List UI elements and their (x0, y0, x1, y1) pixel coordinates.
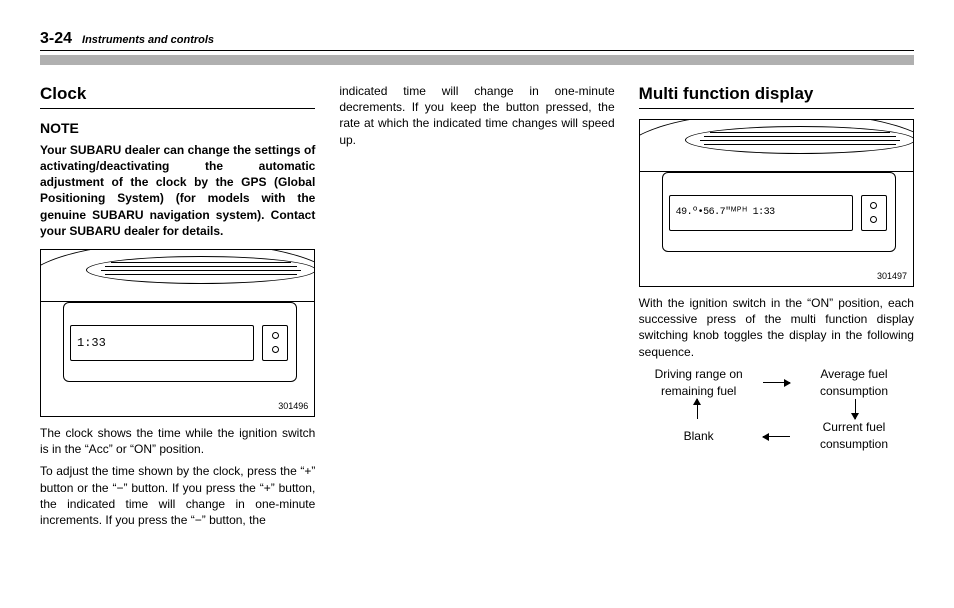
figure-mfd: 49.º•56.7″ᴹᴾᴴ 1:33 301497 (639, 119, 914, 287)
column-3: Multi function display 49.º•56.7″ᴹᴾᴴ 1:3… (639, 83, 914, 534)
section-title-clock: Clock (40, 83, 315, 109)
mfd-screen-text: 49.º•56.7″ᴹᴾᴴ 1:33 (676, 206, 775, 220)
figure-caption: 301496 (41, 400, 314, 416)
column-2: indicated time will change in one-minute… (339, 83, 614, 534)
page-header: 3-24 Instruments and controls (40, 30, 914, 51)
content-columns: Clock NOTE Your SUBARU dealer can change… (40, 83, 914, 534)
clock-plus-button-icon (272, 332, 279, 339)
clock-time-text: 1:33 (77, 335, 106, 351)
vent-lines (101, 262, 301, 278)
mfd-display-unit: 49.º•56.7″ᴹᴾᴴ 1:33 (662, 172, 896, 252)
chapter-title: Instruments and controls (82, 34, 214, 46)
page-number: 3-24 (40, 30, 72, 48)
note-body: Your SUBARU dealer can change the settin… (40, 142, 315, 239)
mfd-paragraph-1: With the ignition switch in the “ON” pos… (639, 295, 914, 360)
arrow-down-icon (855, 399, 856, 419)
mfd-button-bottom-icon (870, 216, 877, 223)
vent-lines-mfd (700, 132, 900, 148)
note-label: NOTE (40, 119, 315, 138)
clock-minus-button-icon (272, 346, 279, 353)
clock-display-unit: 1:33 (63, 302, 297, 382)
cycle-top-left: Driving range on remaining fuel (639, 366, 759, 400)
column-1: Clock NOTE Your SUBARU dealer can change… (40, 83, 315, 534)
arrow-up-icon (697, 399, 698, 419)
clock-screen: 1:33 (70, 325, 254, 361)
cycle-diagram: Driving range on remaining fuel Average … (639, 366, 914, 453)
mfd-buttons (861, 195, 887, 231)
clock-buttons (262, 325, 288, 361)
header-gray-bar (40, 55, 914, 65)
clock-paragraph-2: To adjust the time shown by the clock, p… (40, 463, 315, 528)
cycle-top-right: Average fuel consumption (794, 366, 914, 400)
clock-paragraph-1: The clock shows the time while the ignit… (40, 425, 315, 457)
arrow-left-icon (763, 436, 790, 437)
figure-caption-mfd: 301497 (640, 270, 913, 286)
clock-paragraph-continued: indicated time will change in one-minute… (339, 83, 614, 148)
figure-clock: 1:33 301496 (40, 249, 315, 417)
cycle-bottom-right: Current fuel consumption (794, 419, 914, 453)
mfd-screen: 49.º•56.7″ᴹᴾᴴ 1:33 (669, 195, 853, 231)
cycle-bottom-left: Blank (639, 428, 759, 445)
arrow-right-icon (763, 382, 790, 383)
mfd-button-top-icon (870, 202, 877, 209)
section-title-mfd: Multi function display (639, 83, 914, 109)
